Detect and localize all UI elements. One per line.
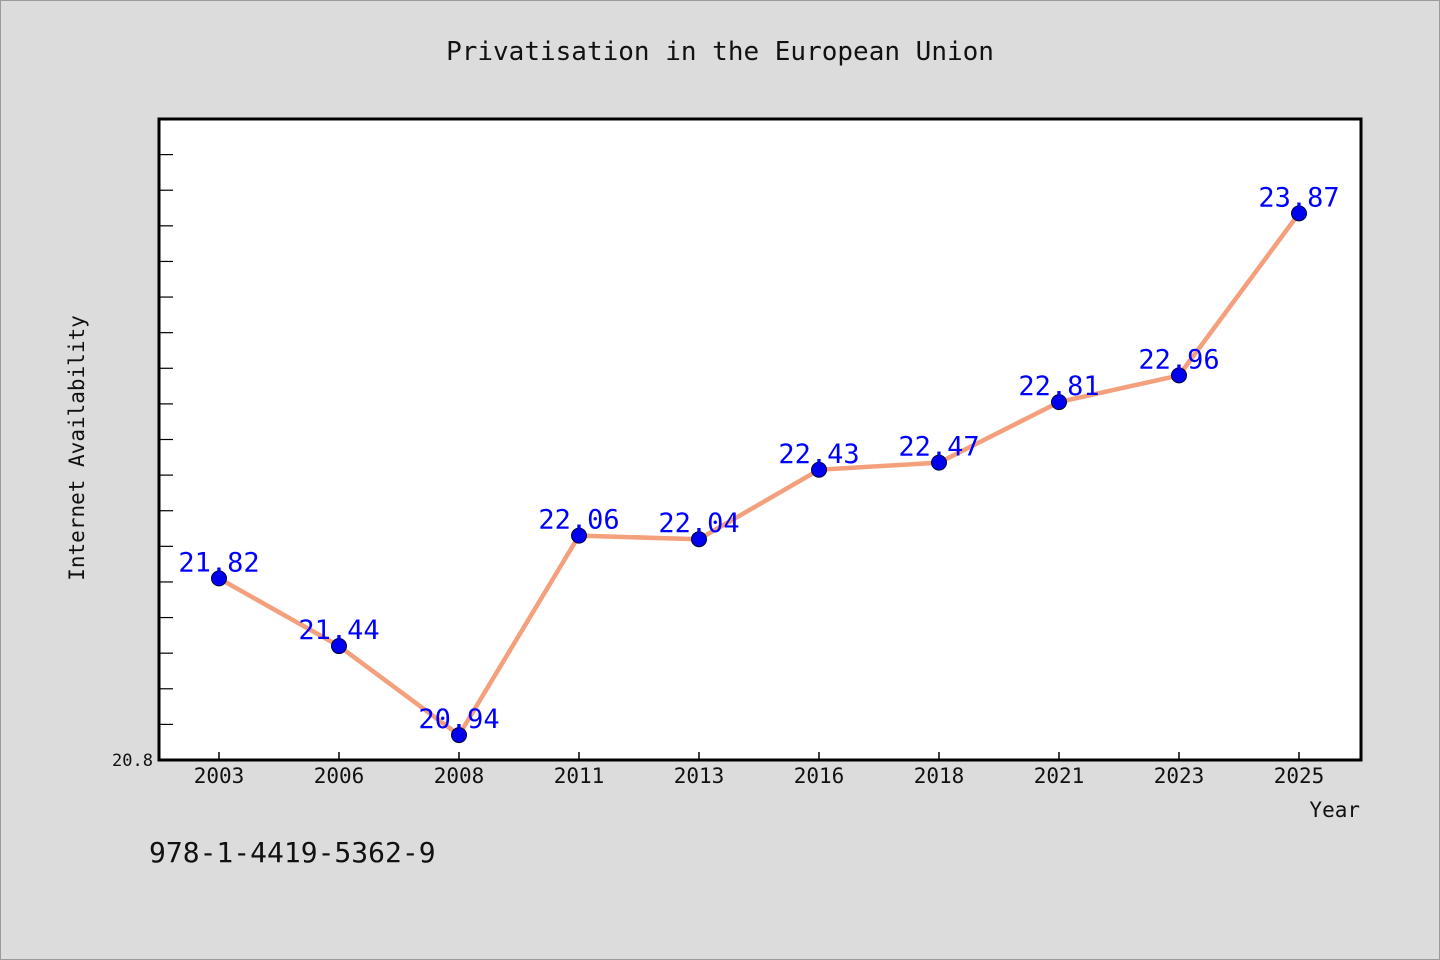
data-label: 22.47 [898, 432, 979, 463]
data-point [691, 531, 707, 548]
data-label: 22.96 [1138, 344, 1219, 375]
x-tick-label: 2023 [1154, 764, 1205, 788]
data-point [811, 461, 827, 478]
x-axis-ticks: 2003 2006 2008 2011 2013 2016 2018 2021 2023 2025 [194, 752, 1325, 788]
data-label: 21.82 [178, 547, 259, 578]
data-label: 23.87 [1258, 182, 1339, 213]
x-tick-label: 2016 [794, 764, 845, 788]
series-group: 21.82 21.44 20.94 22.06 22.04 22.43 22.47 22.81… [178, 182, 1340, 744]
x-axis-label: Year [1309, 798, 1360, 822]
x-tick-label: 2021 [1034, 764, 1085, 788]
data-label: 22.06 [538, 505, 619, 536]
data-label: 22.04 [658, 508, 739, 539]
data-point [331, 638, 347, 655]
data-point [931, 454, 947, 471]
x-tick-label: 2013 [674, 764, 725, 788]
data-point [571, 527, 587, 544]
data-point [1051, 394, 1067, 411]
x-tick-label: 2008 [434, 764, 485, 788]
data-point [451, 727, 467, 744]
chart-title: Privatisation in the European Union [446, 37, 994, 67]
y-axis-min-label: 20.8 [112, 751, 153, 771]
data-label: 22.81 [1018, 371, 1099, 402]
x-tick-label: 2006 [314, 764, 365, 788]
data-label: 22.43 [778, 439, 859, 470]
data-label: 20.94 [418, 704, 499, 735]
data-point [1291, 205, 1307, 222]
series-line [217, 212, 1301, 738]
y-axis-label: Internet Availability [65, 315, 89, 581]
plot-area [157, 117, 1363, 762]
y-axis-ticks [159, 154, 173, 725]
footer-isbn: 978-1-4419-5362-9 [149, 836, 436, 869]
data-point [1171, 367, 1187, 384]
x-tick-label: 2018 [914, 764, 965, 788]
data-point [211, 570, 227, 587]
x-tick-label: 2003 [194, 764, 245, 788]
data-label: 21.44 [298, 615, 379, 646]
x-tick-label: 2011 [554, 764, 605, 788]
x-tick-label: 2025 [1274, 764, 1325, 788]
